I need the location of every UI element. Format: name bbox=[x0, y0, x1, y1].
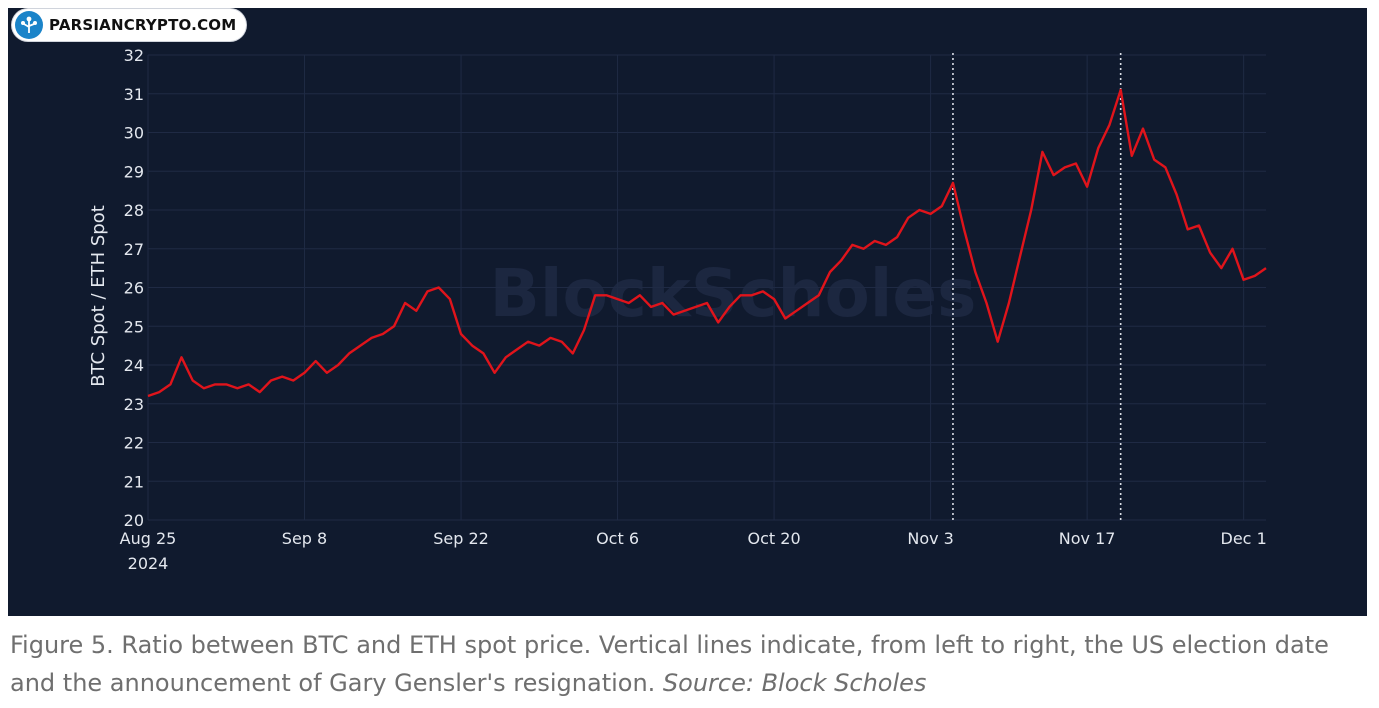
x-tick-label: Oct 20 bbox=[748, 529, 801, 548]
y-tick-label: 25 bbox=[124, 317, 144, 336]
y-tick-label: 26 bbox=[124, 279, 144, 298]
y-tick-label: 32 bbox=[124, 46, 144, 65]
x-tick-label: Nov 17 bbox=[1059, 529, 1116, 548]
y-tick-label: 27 bbox=[124, 240, 144, 259]
series-line-btc-eth-ratio bbox=[147, 88, 1267, 398]
site-badge-text: PARSIANCRYPTO.COM bbox=[49, 16, 237, 34]
y-tick-label: 31 bbox=[124, 85, 144, 104]
y-tick-label: 23 bbox=[124, 395, 144, 414]
x-tick-label: Sep 22 bbox=[433, 529, 489, 548]
y-tick-label: 22 bbox=[124, 434, 144, 453]
watermark-text: BlockScholes bbox=[490, 255, 977, 332]
y-tick-label: 21 bbox=[124, 472, 144, 491]
y-tick-label: 20 bbox=[124, 511, 144, 530]
x-tick-label: Aug 25 bbox=[120, 529, 177, 548]
y-tick-label: 29 bbox=[124, 162, 144, 181]
tree-network-icon bbox=[15, 11, 43, 39]
figure-caption: Figure 5. Ratio between BTC and ETH spot… bbox=[10, 626, 1370, 702]
y-tick-label: 28 bbox=[124, 201, 144, 220]
site-badge[interactable]: PARSIANCRYPTO.COM bbox=[12, 9, 247, 41]
chart-svg: BlockScholes 20 21 22 23 24 25 26 27 28 29 30 31 32 A… bbox=[88, 46, 1267, 573]
caption-source: Source: Block Scholes bbox=[662, 669, 927, 697]
y-tick-label: 30 bbox=[124, 124, 144, 143]
x-tick-sublabel: 2024 bbox=[128, 554, 169, 573]
y-tick-label: 24 bbox=[124, 356, 144, 375]
y-axis-label: BTC Spot / ETH Spot bbox=[88, 205, 109, 387]
chart-panel: BlockScholes 20 21 22 23 24 25 26 27 28 29 30 31 32 A… bbox=[8, 8, 1367, 616]
x-tick-label: Sep 8 bbox=[282, 529, 327, 548]
x-tick-label: Oct 6 bbox=[596, 529, 639, 548]
x-tick-label: Nov 3 bbox=[907, 529, 954, 548]
x-tick-label: Dec 1 bbox=[1221, 529, 1267, 548]
caption-text: Figure 5. Ratio between BTC and ETH spot… bbox=[10, 631, 1329, 697]
